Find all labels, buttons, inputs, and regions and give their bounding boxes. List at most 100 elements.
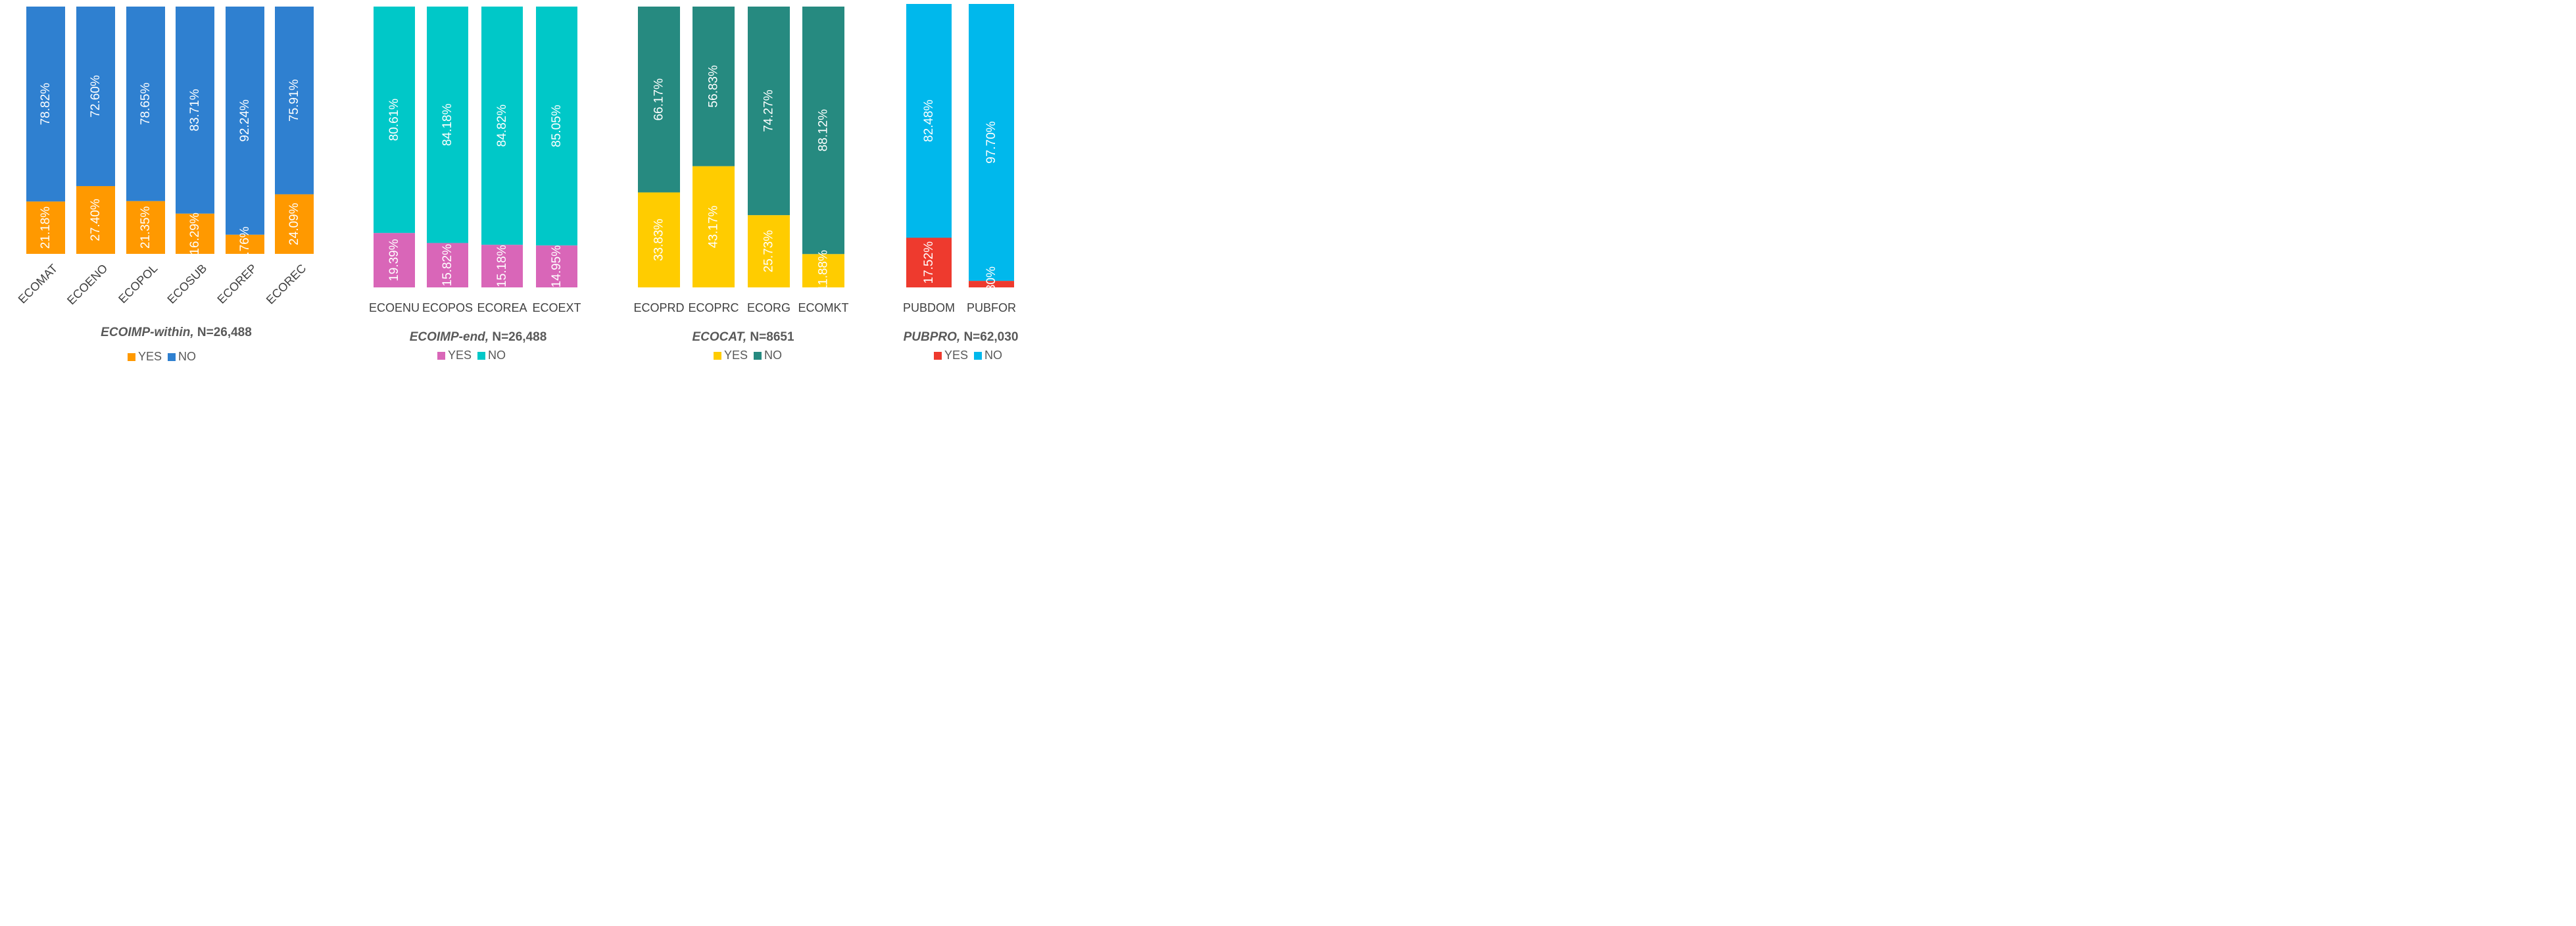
tick-label-ecopos: ECOPOS [422, 301, 473, 314]
bar-yes-ecopol [126, 201, 165, 254]
legend-label-no: NO [488, 349, 506, 362]
data-label-yes-ecoprd: 33.83% [652, 218, 666, 261]
bar-yes-ecomkt [802, 254, 844, 287]
legend: YES NO [714, 349, 782, 362]
bar-yes-ecosub [176, 213, 214, 254]
data-label-yes-pubfor: 2.30% [984, 266, 998, 302]
bar-yes-ecoprd [638, 192, 680, 287]
data-label-no-ecosub: 83.71% [188, 89, 202, 132]
tick-label-ecoenu: ECOENU [369, 301, 420, 314]
data-label-yes-ecorec: 24.09% [287, 203, 301, 245]
legend-label-yes: YES [724, 349, 748, 362]
bar-yes-ecoenu [374, 233, 415, 287]
bar-yes-ecoeno [76, 185, 115, 254]
data-label-yes-ecoprc: 43.17% [707, 206, 721, 249]
data-label-no-pubdom: 82.48% [922, 99, 936, 142]
bar-no-ecopos [427, 7, 468, 243]
data-label-no-ecomkt: 88.12% [817, 109, 831, 152]
bar-no-pubfor [969, 4, 1014, 281]
data-label-yes-ecopos: 15.82% [441, 244, 454, 287]
bar-no-ecorea [481, 7, 523, 245]
tick-label-ecopol: ECOPOL [116, 262, 160, 306]
data-label-yes-ecosub: 16.29% [188, 212, 202, 255]
data-label-no-ecoprd: 66.17% [652, 78, 666, 121]
bar-yes-ecorec [275, 194, 314, 254]
data-label-no-ecoeno: 72.60% [89, 75, 103, 118]
tick-label-pubfor: PUBFOR [967, 301, 1016, 314]
tick-label-ecorea: ECOREA [477, 301, 527, 314]
bar-no-ecopol [126, 7, 165, 201]
bar-yes-ecoprc [693, 166, 735, 287]
data-label-no-ecomat: 78.82% [39, 83, 53, 126]
legend: YES NO [934, 349, 1002, 362]
bar-yes-pubfor [969, 281, 1014, 287]
tick-label-ecomkt: ECOMKT [798, 301, 848, 314]
legend-swatch-yes [934, 352, 942, 360]
bar-yes-ecopos [427, 243, 468, 287]
bar-no-ecorg [748, 7, 790, 216]
data-label-no-ecorec: 75.91% [287, 79, 301, 122]
stacked-bar-charts: 21.18% 78.82% ECOMAT 27.40% 72.60% ECOENO 21.3… [16, 4, 1018, 363]
legend: YES NO [128, 350, 196, 363]
chart-title: ECOIMP-end, N=26,488 [410, 330, 547, 344]
legend-label-yes: YES [138, 350, 162, 363]
chart-title: ECOIMP-within, N=26,488 [101, 326, 252, 339]
legend-label-yes: YES [448, 349, 472, 362]
bar-yes-ecorea [481, 245, 523, 287]
chart-title: PUBPRO, N=62,030 [904, 330, 1019, 344]
legend-swatch-no [754, 352, 762, 360]
bar-no-ecoenu [374, 7, 415, 233]
chart-title: ECOCAT, N=8651 [692, 330, 794, 344]
data-label-yes-ecorep: 7.76% [238, 226, 252, 262]
data-label-no-ecoprc: 56.83% [707, 65, 721, 108]
bar-no-ecoext [536, 7, 577, 246]
data-label-no-ecopol: 78.65% [139, 83, 153, 126]
bar-yes-ecorg [748, 215, 790, 287]
data-label-no-pubfor: 97.70% [984, 121, 998, 164]
legend-label-no: NO [984, 349, 1002, 362]
data-label-no-ecopos: 84.18% [441, 103, 454, 146]
bar-no-ecomat [26, 7, 65, 202]
data-label-yes-ecomkt: 11.88% [817, 250, 831, 291]
tick-label-ecorec: ECOREC [264, 262, 309, 307]
tick-label-pubdom: PUBDOM [903, 301, 955, 314]
bar-no-ecoprd [638, 7, 680, 193]
legend: YES NO [437, 349, 506, 362]
data-label-yes-ecoext: 14.95% [550, 245, 564, 288]
legend-swatch-no [477, 352, 485, 360]
data-label-yes-ecorg: 25.73% [762, 230, 776, 273]
legend-label-yes: YES [944, 349, 968, 362]
data-label-no-ecorea: 84.82% [495, 105, 509, 147]
data-label-yes-pubdom: 17.52% [922, 241, 936, 284]
data-label-yes-ecoenu: 19.39% [387, 239, 401, 281]
tick-label-ecorep: ECOREP [214, 262, 259, 306]
tick-label-ecosub: ECOSUB [164, 262, 209, 306]
legend-swatch-yes [437, 352, 445, 360]
bar-no-ecomkt [802, 7, 844, 255]
bar-yes-ecomat [26, 201, 65, 254]
legend-swatch-no [974, 352, 982, 360]
legend-label-no: NO [178, 350, 196, 363]
legend-swatch-yes [714, 352, 721, 360]
bar-yes-ecorep [226, 234, 264, 254]
data-label-yes-ecoeno: 27.40% [89, 199, 103, 241]
tick-label-ecorg: ECORG [747, 301, 790, 314]
legend-swatch-yes [128, 353, 135, 361]
legend-label-no: NO [764, 349, 782, 362]
bar-no-pubdom [906, 4, 952, 238]
data-label-yes-ecorea: 15.18% [495, 245, 509, 287]
tick-label-ecomat: ECOMAT [16, 262, 61, 306]
chart-panel-1: 21.18% 78.82% ECOMAT 27.40% 72.60% ECOENO 21.3… [16, 7, 314, 363]
data-label-no-ecoext: 85.05% [550, 105, 564, 147]
bar-no-ecosub [176, 7, 214, 214]
bar-no-ecorep [226, 7, 264, 235]
chart-panel-4: 17.52% 82.48% PUBDOM 2.30% 97.70% PUBFOR PUBPR… [903, 4, 1018, 362]
bar-no-ecoeno [76, 7, 115, 186]
chart-panel-2: 19.39% 80.61% ECOENU 15.82% 84.18% ECOPOS 15.1… [369, 7, 581, 362]
data-label-no-ecorg: 74.27% [762, 89, 776, 132]
data-label-yes-ecomat: 21.18% [39, 207, 53, 249]
data-label-no-ecorep: 92.24% [238, 99, 252, 142]
legend-swatch-no [168, 353, 176, 361]
tick-label-ecoext: ECOEXT [532, 301, 581, 314]
bar-no-ecoprc [693, 7, 735, 166]
